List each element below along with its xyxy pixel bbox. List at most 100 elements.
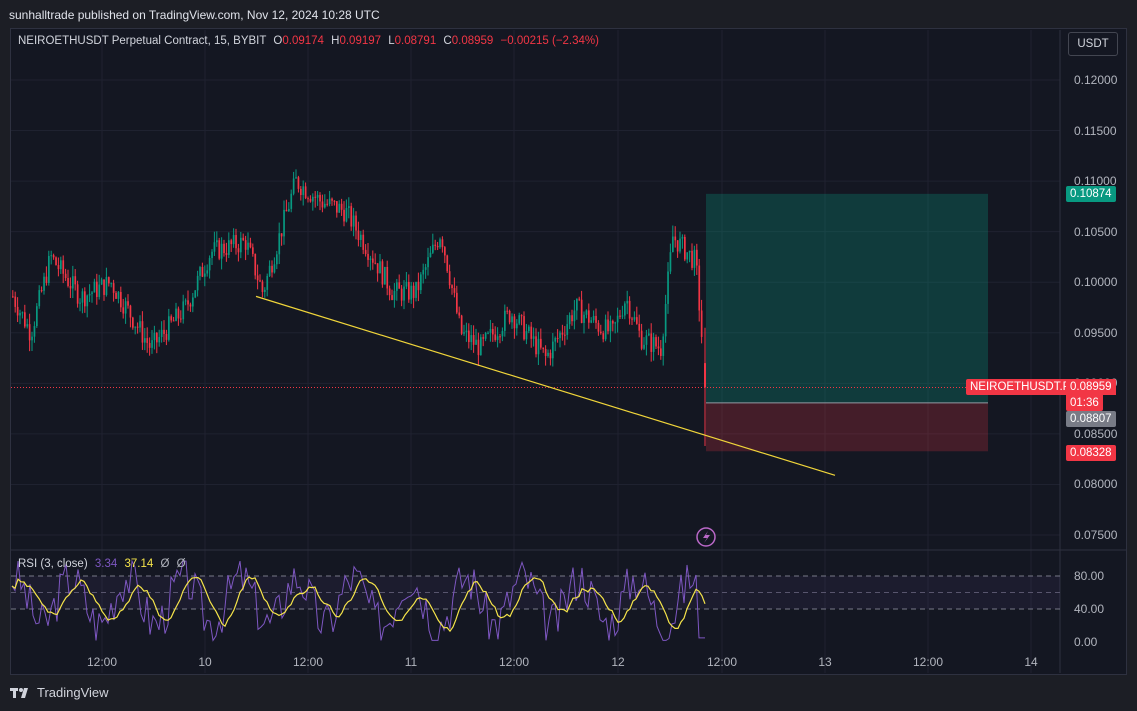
price-tick-label: 0.11500 xyxy=(1074,123,1117,138)
candle-body xyxy=(45,276,48,283)
time-tick-label: 12:00 xyxy=(706,655,738,669)
entry-price-badge: 0.08807 xyxy=(1066,411,1116,427)
candle-body xyxy=(604,319,607,340)
candle-body xyxy=(528,326,530,332)
candle-body xyxy=(134,326,137,328)
candle-body xyxy=(172,320,175,322)
candle-body xyxy=(595,315,597,323)
candle-body xyxy=(422,269,425,275)
symbol-title[interactable]: NEIROETHUSDT Perpetual Contract, 15, BYB… xyxy=(18,35,267,47)
candle-body xyxy=(362,234,365,250)
candle-body xyxy=(338,203,341,213)
candle-body xyxy=(345,207,348,222)
candle-body xyxy=(444,247,446,256)
trend-line[interactable] xyxy=(255,295,836,476)
rsi-tick-label: 40.00 xyxy=(1074,602,1105,616)
candle-body xyxy=(120,291,122,308)
candle-body xyxy=(657,346,660,349)
candle-body xyxy=(686,252,689,260)
candle-body xyxy=(112,283,115,293)
candle-body xyxy=(384,266,386,285)
candle-body xyxy=(278,233,281,255)
candle-body xyxy=(676,240,679,252)
candle-body xyxy=(482,337,485,339)
candle-body xyxy=(624,303,626,316)
event-marker-circle[interactable] xyxy=(696,527,716,547)
candle-body xyxy=(660,348,662,356)
target-price-badge: 0.10874 xyxy=(1066,186,1116,202)
rsi-label[interactable]: RSI (3, close) xyxy=(18,558,88,570)
candle-body xyxy=(549,352,552,359)
candle-body xyxy=(518,315,521,324)
candle-body xyxy=(242,237,245,241)
candle-body xyxy=(415,281,417,298)
candle-body xyxy=(688,250,691,253)
candle-body xyxy=(501,330,504,337)
rsi-tick-label: 0.00 xyxy=(1074,635,1098,649)
candle-body xyxy=(50,255,53,257)
long-stop-zone[interactable] xyxy=(706,402,988,452)
candle-body xyxy=(458,312,461,316)
candle-body xyxy=(516,323,518,329)
candle-body xyxy=(388,288,391,296)
time-tick-label: 11 xyxy=(404,655,418,669)
candle-body xyxy=(163,329,165,334)
rsi-empty-1: Ø xyxy=(160,558,170,570)
candle-body xyxy=(352,215,355,227)
candle-body xyxy=(619,315,621,317)
candle-body xyxy=(72,276,74,289)
candle-body xyxy=(211,251,213,259)
candle-body xyxy=(321,201,324,208)
candle-body xyxy=(12,296,14,298)
candle-body xyxy=(391,295,393,300)
price-tick-label: 0.11000 xyxy=(1074,174,1117,189)
candle-body xyxy=(403,286,405,301)
last-price-badge: 0.08959 xyxy=(1066,379,1116,395)
candle-body xyxy=(244,240,247,250)
candle-body xyxy=(79,302,81,304)
candle-body xyxy=(24,312,26,327)
tradingview-footer[interactable]: TradingView xyxy=(10,685,109,700)
candle-body xyxy=(33,326,36,337)
candle-body xyxy=(432,244,434,253)
candle-body xyxy=(194,290,197,298)
candle-body xyxy=(206,270,209,274)
candle-body xyxy=(681,236,684,239)
time-tick-label: 12 xyxy=(611,655,625,669)
candle-body xyxy=(568,315,571,325)
long-target-zone[interactable] xyxy=(706,193,988,403)
candle-body xyxy=(448,271,451,286)
rsi-ma-value: 37.14 xyxy=(124,558,154,570)
candle-body xyxy=(232,235,235,245)
candle-body xyxy=(216,240,218,243)
currency-button[interactable]: USDT xyxy=(1068,32,1118,56)
candle-body xyxy=(127,301,129,306)
candle-body xyxy=(43,276,45,291)
candle-body xyxy=(100,279,103,285)
candle-body xyxy=(484,332,487,339)
candle-body xyxy=(31,336,33,341)
candle-body xyxy=(276,254,278,265)
candle-body xyxy=(552,341,554,359)
candle-body xyxy=(254,253,257,276)
candle-body xyxy=(249,242,252,248)
chart-pane[interactable] xyxy=(10,28,1127,675)
candle-body xyxy=(187,300,189,305)
lightning-icon[interactable] xyxy=(703,531,710,543)
candle-body xyxy=(372,258,374,263)
candle-body xyxy=(146,338,149,343)
candle-body xyxy=(480,337,482,356)
symbol-tag-badge: NEIROETHUSDT.P xyxy=(966,379,1075,395)
low-label: L xyxy=(388,35,395,47)
candle-body xyxy=(266,275,269,290)
candle-body xyxy=(91,292,93,294)
candle-body xyxy=(208,258,211,271)
candle-body xyxy=(295,177,297,179)
candle-body xyxy=(88,293,91,296)
candle-body xyxy=(537,338,540,355)
rsi-line xyxy=(11,559,705,642)
candle-body xyxy=(48,255,50,283)
candle-body xyxy=(439,239,441,248)
candle-body xyxy=(379,261,381,274)
